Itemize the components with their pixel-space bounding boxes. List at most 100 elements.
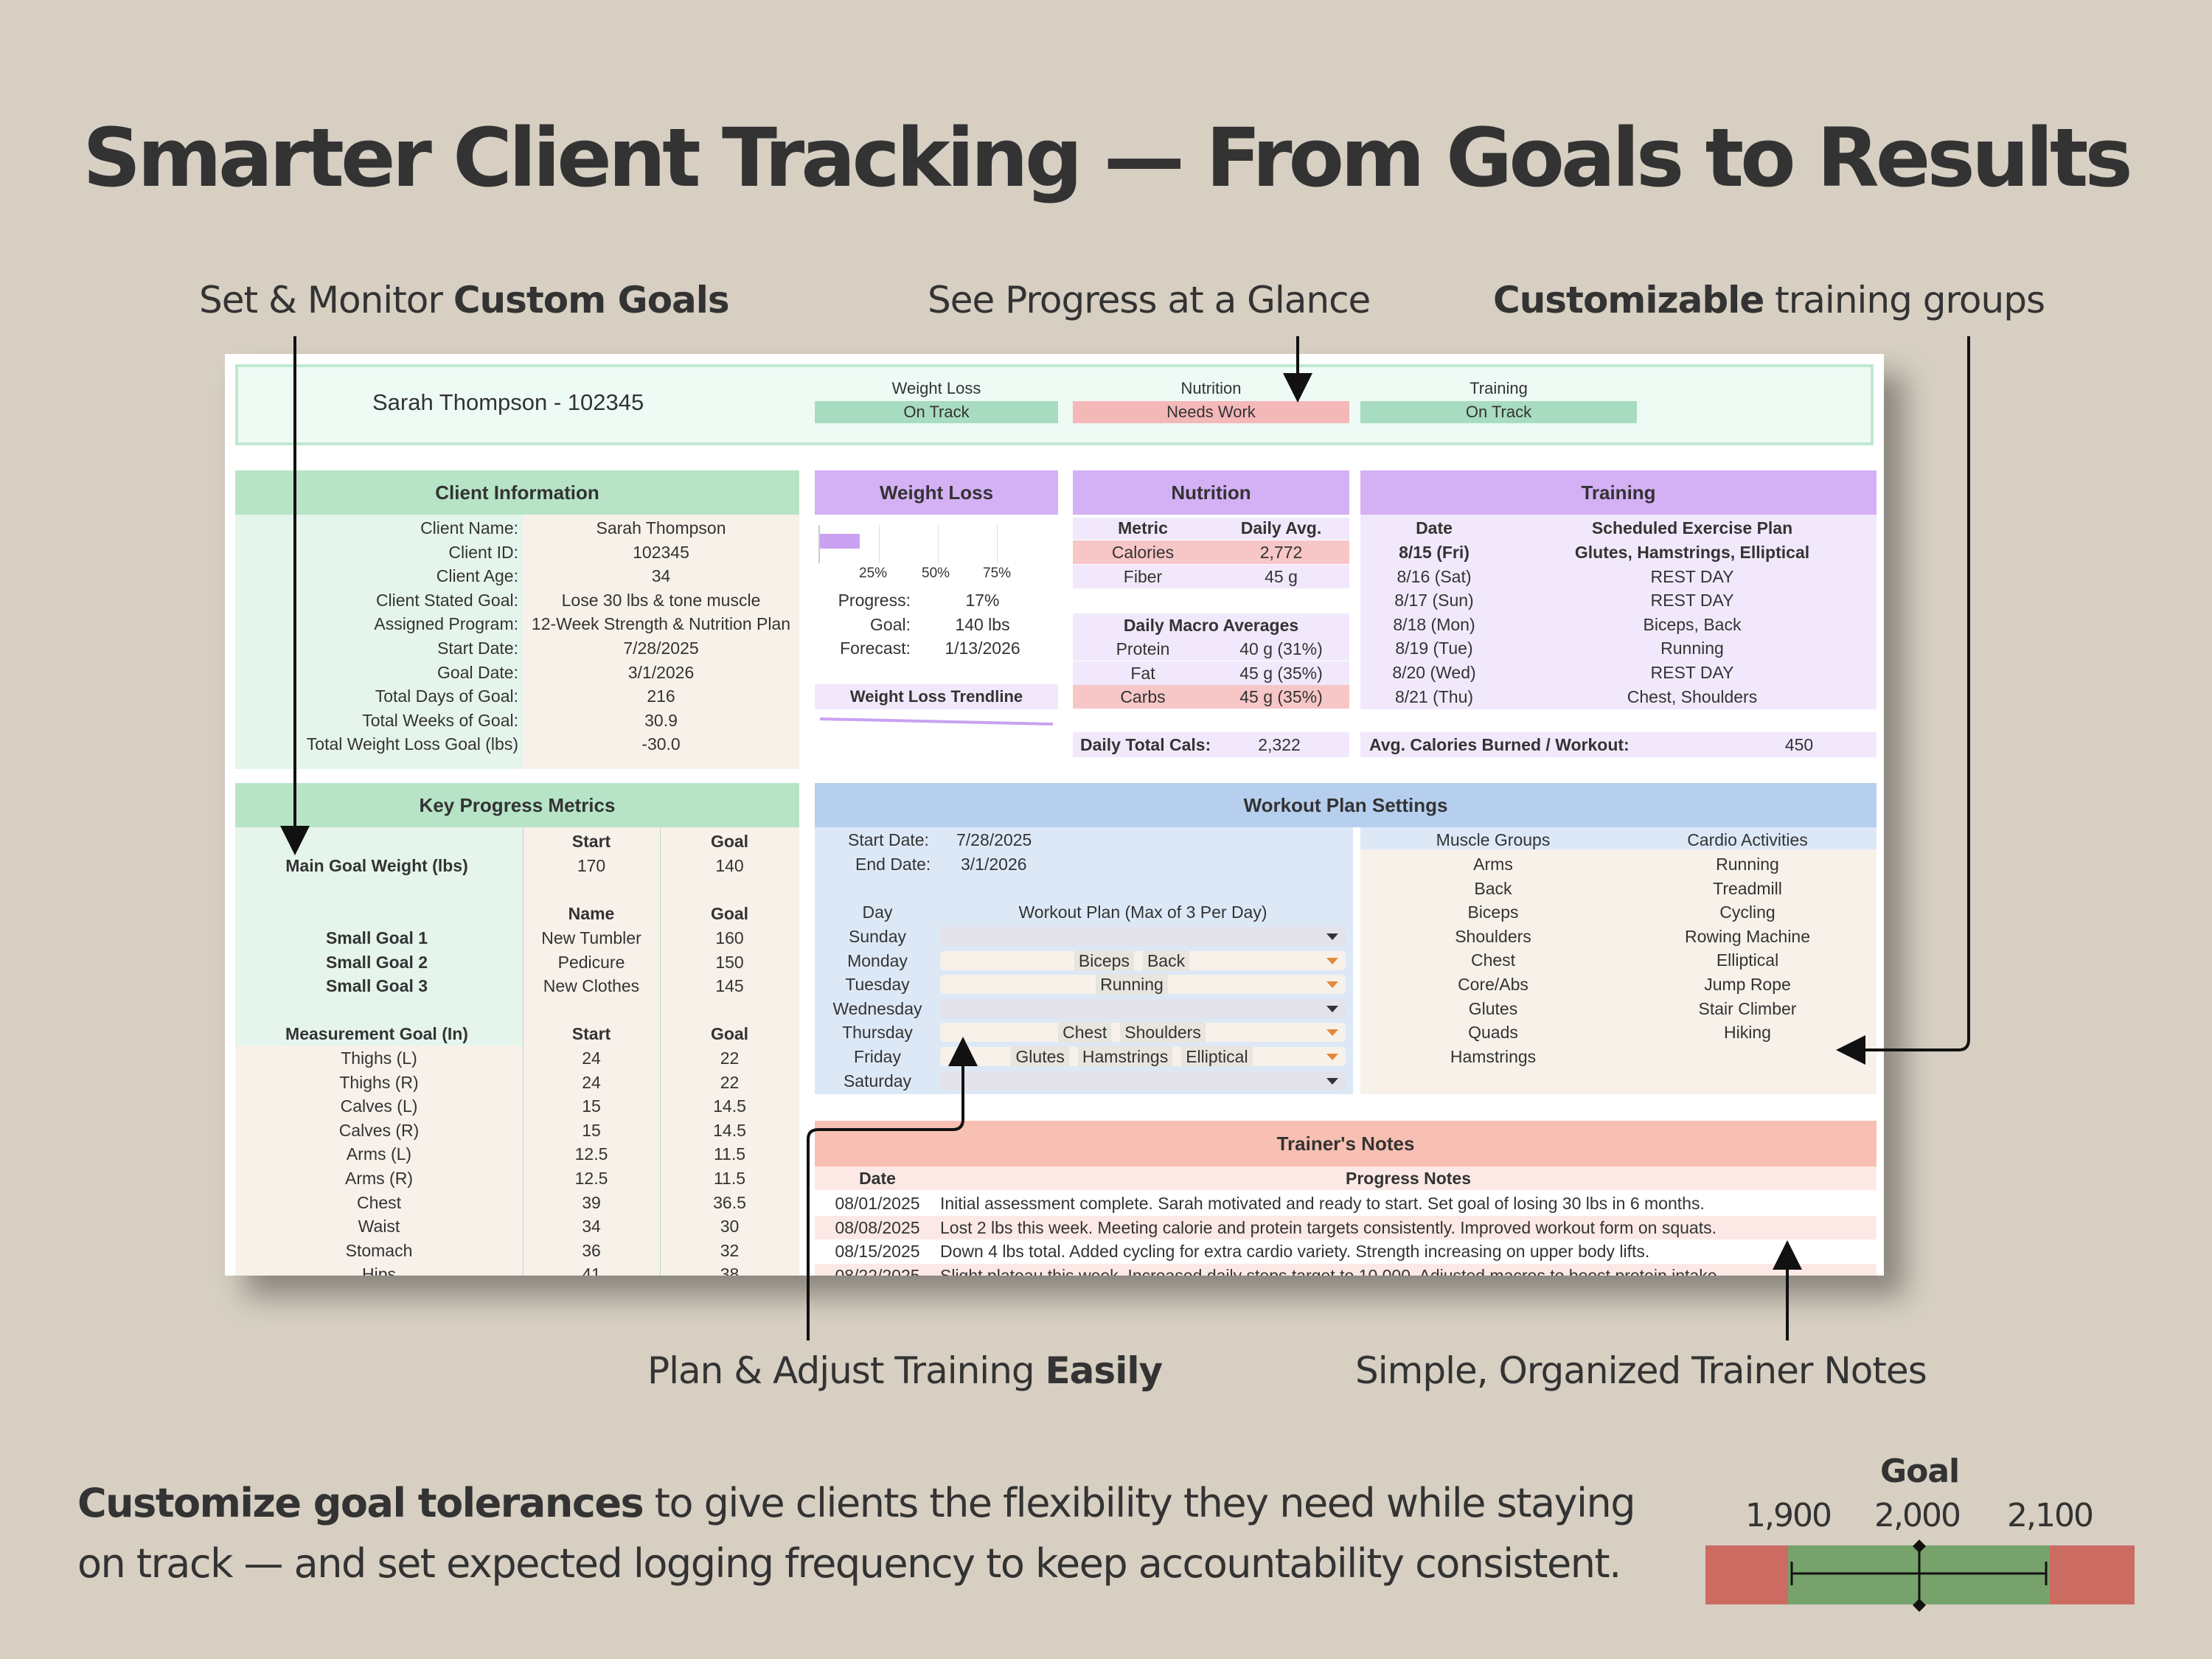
workout-day-select[interactable]: Biceps Back: [940, 950, 1346, 971]
plan-header: Workout Plan (Max of 3 Per Day): [1018, 902, 1267, 922]
measurement-goal[interactable]: 11.5: [713, 1169, 746, 1188]
workout-day-select[interactable]: [940, 998, 1346, 1018]
chevron-down-icon[interactable]: [1326, 1054, 1338, 1060]
training-plan: Running: [1660, 639, 1724, 658]
workout-day-select[interactable]: [940, 1071, 1346, 1091]
measurement-goal[interactable]: 32: [720, 1240, 740, 1260]
cardio-header: Cardio Activities: [1687, 830, 1808, 849]
main-goal-start[interactable]: 170: [577, 856, 606, 875]
measurement-start[interactable]: 12.5: [574, 1169, 608, 1188]
cardio-activity-item[interactable]: Elliptical: [1716, 950, 1779, 970]
chevron-down-icon[interactable]: [1326, 981, 1338, 989]
note-text[interactable]: Lost 2 lbs this week. Meeting calorie an…: [940, 1217, 1717, 1237]
chevron-down-icon[interactable]: [1326, 933, 1338, 940]
measurement-start[interactable]: 41: [582, 1265, 601, 1276]
workout-start-date[interactable]: 7/28/2025: [956, 830, 1032, 849]
muscle-group-item[interactable]: Glutes: [1468, 998, 1518, 1018]
client-info-label: Goal Date:: [437, 662, 518, 682]
muscle-group-item[interactable]: Chest: [1470, 950, 1516, 970]
workout-tag[interactable]: Running: [1096, 974, 1168, 995]
training-plan: Chest, Shoulders: [1627, 686, 1758, 706]
main-goal-value[interactable]: 140: [715, 856, 744, 875]
cardio-activity-item[interactable]: Stair Climber: [1698, 998, 1797, 1018]
measurement-start[interactable]: 24: [582, 1072, 601, 1092]
measurement-start[interactable]: 39: [582, 1192, 601, 1212]
muscle-group-item[interactable]: Arms: [1473, 855, 1513, 874]
cardio-activity-item[interactable]: Hiking: [1724, 1023, 1771, 1043]
tolerance-below-zone: [1705, 1545, 1788, 1604]
cardio-activity-item[interactable]: Treadmill: [1713, 878, 1782, 898]
training-plan: REST DAY: [1650, 591, 1734, 611]
measurement-goal[interactable]: 22: [720, 1072, 740, 1092]
measurement-goal[interactable]: 14.5: [713, 1120, 746, 1140]
main-goal-label: Main Goal Weight (lbs): [285, 856, 468, 875]
client-info-label: Client ID:: [448, 542, 518, 562]
measurement-goal[interactable]: 22: [720, 1048, 740, 1068]
measurement-goal[interactable]: 36.5: [713, 1192, 746, 1212]
measurement-goal[interactable]: 11.5: [713, 1144, 746, 1164]
muscle-group-item[interactable]: Core/Abs: [1458, 975, 1528, 994]
muscle-group-item[interactable]: Shoulders: [1455, 926, 1531, 946]
workout-end-date[interactable]: 3/1/2026: [961, 855, 1027, 874]
muscle-group-item[interactable]: Biceps: [1467, 902, 1519, 922]
measurement-start[interactable]: 15: [582, 1096, 601, 1116]
measurement-title: Measurement Goal (In): [285, 1024, 468, 1043]
workout-day-select[interactable]: Chest Shoulders: [940, 1022, 1346, 1043]
workout-day: Saturday: [843, 1071, 912, 1091]
workout-day-tags: Running: [940, 973, 1324, 995]
workout-tag[interactable]: Back: [1142, 950, 1190, 971]
note-date[interactable]: 08/22/2025: [835, 1265, 920, 1276]
callout-progress: See Progress at a Glance: [928, 279, 1371, 321]
workout-tag[interactable]: Hamstrings: [1077, 1046, 1173, 1067]
workout-day: Wednesday: [832, 998, 922, 1018]
cardio-activity-item[interactable]: Jump Rope: [1704, 975, 1791, 994]
measurement-goal[interactable]: 14.5: [713, 1096, 746, 1116]
burn-label: Avg. Calories Burned / Workout:: [1369, 735, 1630, 754]
client-info-value: 34: [651, 566, 671, 586]
workout-tag[interactable]: Elliptical: [1181, 1046, 1253, 1067]
measurement-goal[interactable]: 38: [720, 1265, 740, 1276]
measurement-start[interactable]: 12.5: [574, 1144, 608, 1164]
workout-tag[interactable]: Shoulders: [1120, 1022, 1206, 1043]
workout-tag[interactable]: Biceps: [1074, 950, 1134, 971]
note-row-bg: [815, 1192, 1877, 1215]
note-date[interactable]: 08/15/2025: [835, 1242, 920, 1262]
measurement-goal[interactable]: 30: [720, 1217, 740, 1237]
measurement-start[interactable]: 36: [582, 1240, 601, 1260]
small-goal-value[interactable]: 150: [715, 952, 744, 972]
notes-date-header: Date: [859, 1169, 896, 1188]
progress-tick-75: 75%: [983, 566, 1012, 581]
small-goal-value[interactable]: 145: [715, 976, 744, 996]
workout-day-select[interactable]: Running: [940, 973, 1346, 995]
cardio-activity-item[interactable]: Rowing Machine: [1684, 926, 1811, 946]
chevron-down-icon[interactable]: [1326, 957, 1338, 964]
chevron-down-icon[interactable]: [1326, 1005, 1338, 1012]
cardio-activity-item[interactable]: Running: [1716, 855, 1779, 874]
measurement-start[interactable]: 34: [582, 1217, 601, 1237]
workout-day-select[interactable]: Glutes Hamstrings Elliptical: [940, 1046, 1346, 1067]
small-goal-name[interactable]: Pedicure: [557, 952, 625, 972]
muscle-group-item[interactable]: Quads: [1468, 1023, 1518, 1043]
measurement-label: Waist: [358, 1217, 400, 1237]
small-goal-name[interactable]: New Clothes: [543, 976, 640, 996]
chevron-down-icon[interactable]: [1326, 1029, 1338, 1037]
note-date[interactable]: 08/01/2025: [835, 1194, 920, 1213]
workout-day: Sunday: [848, 927, 906, 946]
chevron-down-icon[interactable]: [1326, 1077, 1338, 1085]
measurement-start[interactable]: 15: [582, 1120, 601, 1140]
macro-name: Carbs: [1120, 687, 1166, 707]
client-info-label: Assigned Program:: [374, 614, 518, 634]
note-text[interactable]: Slight plateau this week. Increased dail…: [940, 1265, 1722, 1276]
workout-tag[interactable]: Chest: [1058, 1022, 1112, 1043]
small-goal-value[interactable]: 160: [715, 928, 744, 947]
muscle-group-item[interactable]: Back: [1474, 878, 1512, 898]
note-text[interactable]: Initial assessment complete. Sarah motiv…: [940, 1194, 1705, 1213]
cardio-activity-item[interactable]: Cycling: [1719, 902, 1775, 922]
measurement-start[interactable]: 24: [582, 1048, 601, 1068]
muscle-group-item[interactable]: Hamstrings: [1450, 1046, 1537, 1066]
workout-day-select[interactable]: [940, 927, 1346, 946]
note-date[interactable]: 08/08/2025: [835, 1217, 920, 1237]
note-text[interactable]: Down 4 lbs total. Added cycling for extr…: [940, 1242, 1650, 1262]
workout-tag[interactable]: Glutes: [1011, 1046, 1069, 1067]
small-goal-name[interactable]: New Tumbler: [541, 928, 641, 947]
